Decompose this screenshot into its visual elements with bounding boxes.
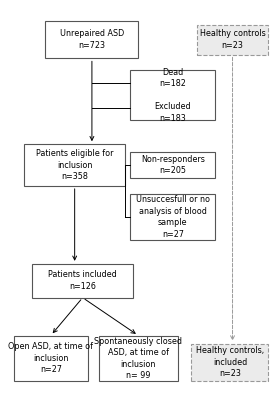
Text: Healthy controls,
included
n=23: Healthy controls, included n=23 — [196, 346, 264, 378]
FancyBboxPatch shape — [99, 336, 178, 381]
FancyBboxPatch shape — [130, 194, 215, 240]
FancyBboxPatch shape — [130, 70, 215, 120]
FancyBboxPatch shape — [130, 152, 215, 178]
Text: Spontaneously closed
ASD, at time of
inclusion
n= 99: Spontaneously closed ASD, at time of inc… — [94, 337, 182, 380]
Text: Open ASD, at time of
inclusion
n=27: Open ASD, at time of inclusion n=27 — [8, 342, 93, 374]
FancyBboxPatch shape — [14, 336, 88, 381]
Text: Patients included
n=126: Patients included n=126 — [48, 270, 117, 291]
FancyBboxPatch shape — [32, 264, 133, 298]
FancyBboxPatch shape — [45, 21, 138, 58]
Text: Unsuccesfull or no
analysis of blood
sample
n=27: Unsuccesfull or no analysis of blood sam… — [136, 195, 210, 239]
Text: Dead
n=182

Excluded
n=183: Dead n=182 Excluded n=183 — [155, 68, 191, 123]
Text: Healthy controls
n=23: Healthy controls n=23 — [200, 29, 265, 50]
FancyBboxPatch shape — [197, 25, 268, 54]
FancyBboxPatch shape — [24, 144, 125, 186]
FancyBboxPatch shape — [191, 344, 268, 381]
Text: Patients eligible for
inclusion
n=358: Patients eligible for inclusion n=358 — [36, 149, 113, 181]
Text: Non-responders
n=205: Non-responders n=205 — [141, 155, 205, 175]
Text: Unrepaired ASD
n=723: Unrepaired ASD n=723 — [60, 29, 124, 50]
